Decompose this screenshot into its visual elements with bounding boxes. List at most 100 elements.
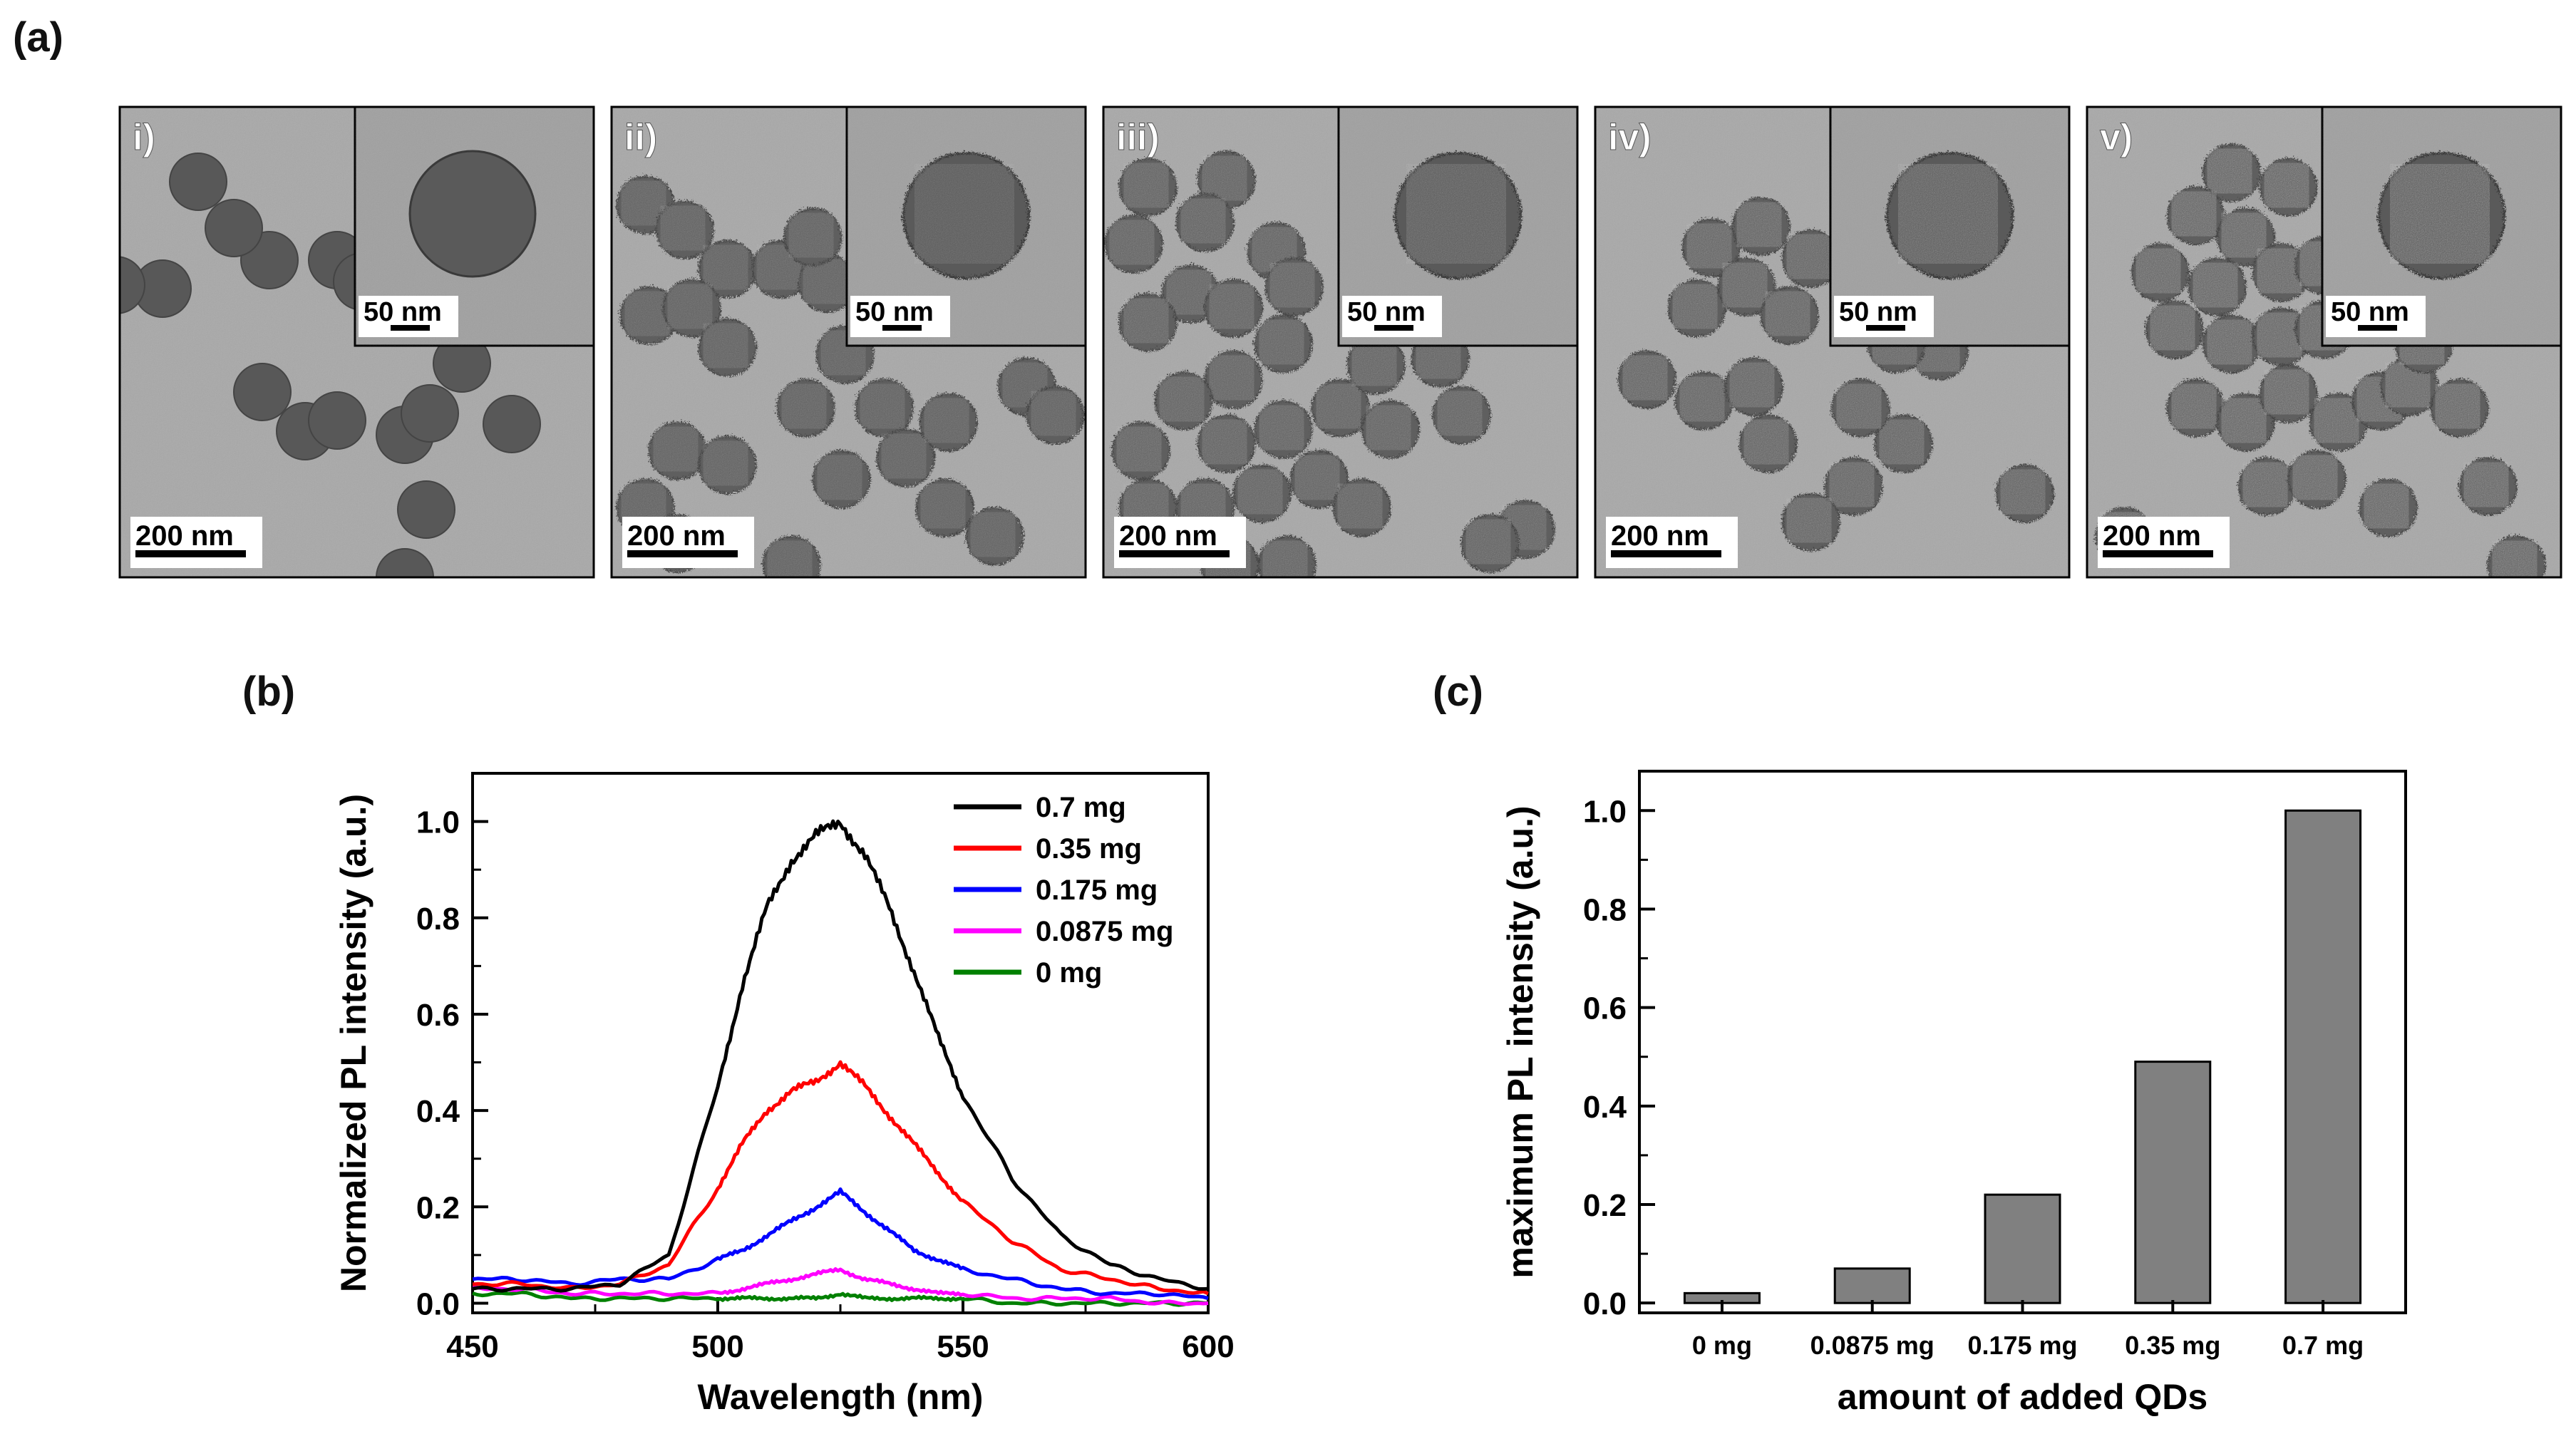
nanoparticle-core (1159, 376, 1205, 422)
main-scale-label: 200 nm (1611, 520, 1709, 552)
nanoparticle-core (1622, 355, 1668, 401)
nanoparticle-core (1437, 391, 1483, 436)
main-scale-box (2098, 517, 2230, 568)
x-tick-label: 450 (446, 1329, 498, 1364)
max-pl-bar-chart: 0.0 0.2 0.4 0.6 0.8 1.0 0 mg 0.0875 mg 0.175 mg 0… (1500, 770, 2407, 1417)
nanoparticle-core (1686, 223, 1732, 269)
inset-scale-bar (391, 325, 430, 331)
bar (2284, 809, 2362, 1304)
tem-panel-3: 50 nm 200 nm iii) (1102, 105, 1579, 579)
nanoparticle-core (881, 433, 927, 479)
y-tick-label: 1.0 (1583, 794, 1627, 829)
nanoparticle-core (2221, 398, 2267, 443)
nanoparticle-core (970, 512, 1016, 557)
panel-label-a: (a) (13, 14, 63, 61)
nanoparticle (308, 391, 366, 450)
nanoparticle-core (2207, 148, 2252, 194)
y-tick-label: 0.6 (416, 998, 460, 1033)
series-line (472, 1187, 1209, 1301)
nanoparticle-core (1786, 497, 1832, 543)
nanoparticle-core (1765, 291, 1810, 336)
nanoparticle (376, 548, 434, 577)
y-tick-label: 0.8 (416, 902, 460, 937)
nanoparticle-core (703, 244, 748, 290)
nanoparticle-core (1180, 198, 1226, 244)
main-scale-bar (1611, 550, 1721, 557)
x-tick-label: 550 (937, 1329, 989, 1364)
nanoparticle-core (2135, 248, 2181, 294)
main-scale-label: 200 nm (627, 520, 726, 552)
nanoparticle-core (2463, 462, 2509, 507)
nanoparticle-core (2364, 483, 2409, 529)
nanoparticle (120, 256, 145, 314)
tem-image-3: 50 nm 200 nm iii) (1103, 107, 1577, 577)
y-tick-label: 0.2 (416, 1190, 460, 1225)
nanoparticle-core (1259, 405, 1304, 450)
nanoparticle-core (2207, 319, 2252, 365)
y-tick-label: 0.6 (1583, 991, 1627, 1026)
nanoparticle-core (1294, 455, 1340, 500)
y-tick-label: 0.8 (1583, 892, 1627, 927)
nanoparticle-core (667, 284, 713, 329)
nanoparticle-core (653, 426, 699, 472)
nanoparticle-core (660, 205, 706, 251)
nanoparticle-core (1786, 234, 1832, 279)
tem-panel-label: iv) (1608, 117, 1652, 158)
nanoparticle-core (781, 383, 827, 429)
series-line (472, 1267, 1209, 1306)
nanoparticle-core (1722, 262, 1768, 308)
nanoparticle-core (1259, 319, 1304, 365)
nanoparticle-core (1879, 419, 1925, 465)
nanoparticle-core (2292, 455, 2338, 500)
nanoparticle-core (1262, 540, 1308, 577)
nanoparticle-core (2193, 262, 2238, 308)
inset-particle-core (1898, 164, 1998, 264)
nanoparticle-core (2242, 462, 2288, 507)
nanoparticle-core (1736, 202, 1782, 247)
y-axis-title: maximum PL intensity (a.u.) (1500, 805, 1540, 1278)
tem-panel-border (118, 105, 595, 579)
tem-panel-border (1102, 105, 1579, 579)
nanoparticle-core (1123, 298, 1169, 344)
inset-scale-label: 50 nm (1839, 297, 1917, 327)
nanoparticle-core (2150, 305, 2195, 351)
nanoparticle-core (1123, 163, 1169, 208)
main-scale-box (622, 517, 754, 568)
y-tick-label: 0.2 (1583, 1188, 1627, 1223)
nanoparticle-core (2492, 540, 2538, 577)
nanoparticle-core (1237, 469, 1283, 515)
legend-label: 0 mg (1036, 957, 1102, 989)
nanoparticle-core (1116, 426, 1162, 472)
main-scale-box (1606, 517, 1738, 568)
nanoparticle-core (1743, 419, 1789, 465)
nanoparticle-core (1679, 376, 1725, 422)
nanoparticle-core (1269, 262, 1315, 308)
tem-panel-border (610, 105, 1087, 579)
y-tick-label: 0.0 (1583, 1286, 1627, 1321)
inset-scale-label: 50 nm (1347, 297, 1426, 327)
nanoparticle-core (624, 291, 670, 336)
nanoparticle-core (1166, 269, 1212, 315)
bar (1984, 1193, 2061, 1304)
nanoparticle-core (1031, 391, 1076, 436)
y-tick-label: 0.4 (416, 1094, 460, 1129)
y-tick-label: 0.4 (1583, 1090, 1627, 1125)
inset-scale-label: 50 nm (364, 297, 442, 327)
inset-scale-bar (1866, 325, 1905, 331)
legend-label: 0.0875 mg (1036, 916, 1173, 947)
pl-spectra-chart: 0.0 0.2 0.4 0.6 0.8 1.0 450 500 550 600 Wavelength… (334, 772, 1235, 1417)
x-category-label: 0.0875 mg (1810, 1331, 1934, 1360)
inset-particle (408, 150, 537, 278)
legend-label: 0.35 mg (1036, 833, 1142, 865)
legend-label: 0.175 mg (1036, 875, 1158, 906)
nanoparticle-core (703, 440, 748, 486)
inset-scale-bar (2358, 325, 2397, 331)
panel-label-c: (c) (1433, 669, 1483, 715)
main-scale-box (1114, 517, 1246, 568)
tem-panel-border (1594, 105, 2071, 579)
inset-scale-label: 50 nm (2331, 297, 2409, 327)
inset-scale-label: 50 nm (855, 297, 934, 327)
series-line (472, 1060, 1209, 1296)
nanoparticle-core (2171, 383, 2217, 429)
inset-scale-bar (882, 325, 922, 331)
